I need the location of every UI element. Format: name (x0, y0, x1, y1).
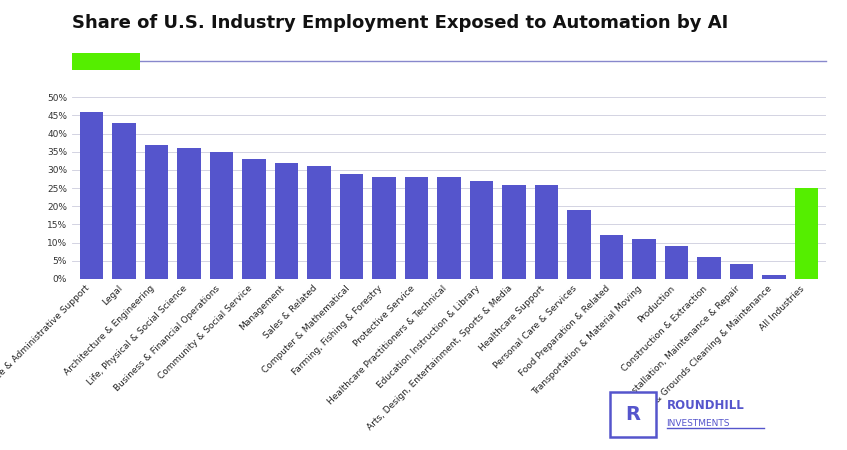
Bar (372, 177, 396, 279)
Bar (567, 210, 590, 279)
Bar (274, 163, 298, 279)
Text: R: R (626, 405, 640, 423)
Bar (794, 188, 818, 279)
Bar (177, 148, 201, 279)
Text: INVESTMENTS: INVESTMENTS (667, 418, 730, 427)
Bar (729, 265, 753, 279)
Bar (405, 177, 428, 279)
Bar (437, 177, 461, 279)
Bar (502, 184, 526, 279)
Bar (600, 235, 623, 279)
Bar (762, 275, 785, 279)
Text: ROUNDHILL: ROUNDHILL (667, 400, 745, 412)
Bar (80, 112, 103, 279)
Bar (470, 181, 493, 279)
Bar (145, 144, 169, 279)
Bar (307, 166, 330, 279)
Bar (697, 257, 721, 279)
Bar (113, 123, 136, 279)
Bar (210, 152, 233, 279)
Text: Share of U.S. Industry Employment Exposed to Automation by AI: Share of U.S. Industry Employment Expose… (72, 14, 728, 32)
Bar (665, 246, 688, 279)
Bar (534, 184, 558, 279)
Bar (242, 159, 266, 279)
Bar (340, 174, 363, 279)
Bar (632, 239, 656, 279)
